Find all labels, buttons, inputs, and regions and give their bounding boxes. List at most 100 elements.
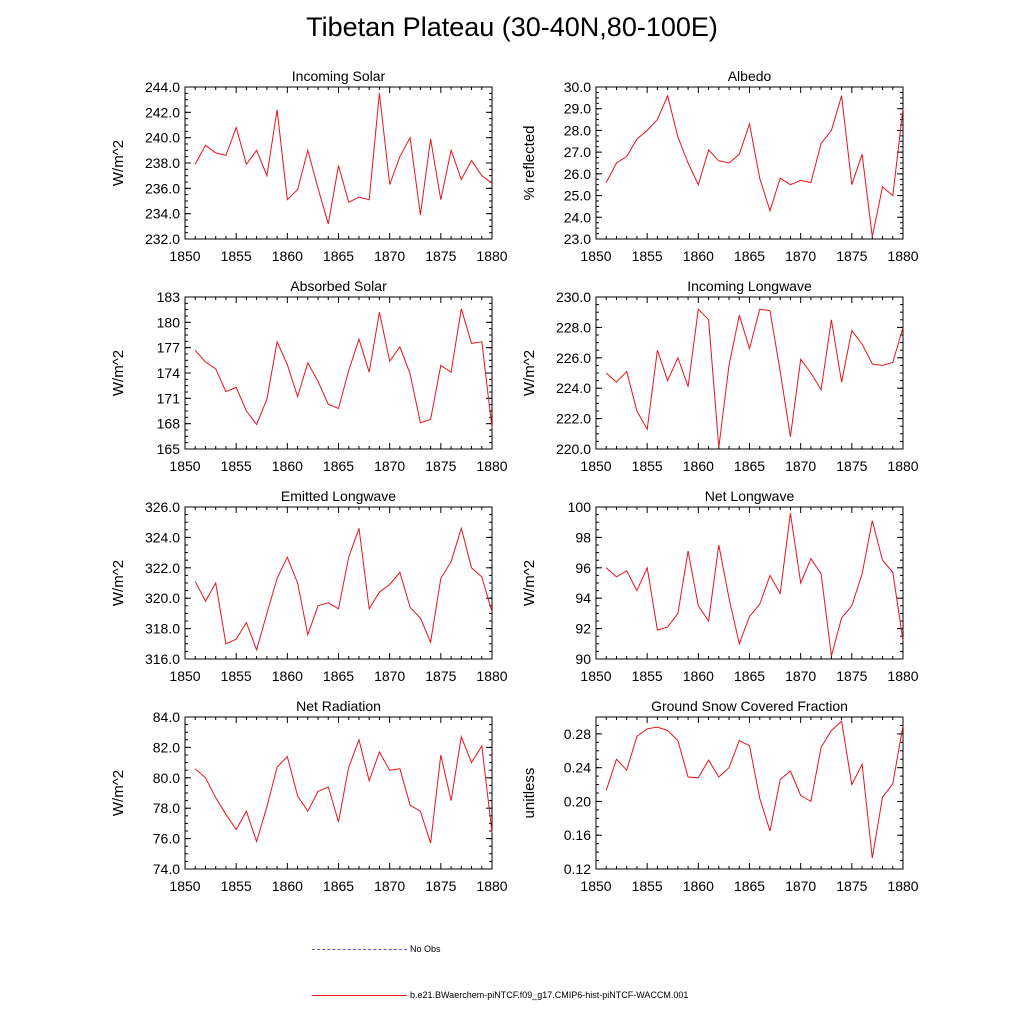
chart-8-ytick-label: 0.24 [564, 760, 591, 776]
chart-6-frame [595, 506, 904, 660]
chart-2-ytick-label: 29.0 [564, 101, 591, 117]
chart-6-title: Net Longwave [705, 488, 795, 504]
chart-7-xtick-label: 1865 [323, 878, 354, 894]
chart-3-ytick-label: 174 [157, 365, 181, 381]
chart-4-xtick-label: 1855 [632, 458, 663, 474]
chart-5-xtick-label: 1880 [476, 668, 507, 684]
chart-3-xtick-label: 1865 [323, 458, 354, 474]
chart-2-ytick-label: 26.0 [564, 166, 591, 182]
chart-7-series-line [194, 734, 493, 844]
chart-2-title: Albedo [728, 68, 772, 84]
chart-5-ytick-label: 316.0 [145, 651, 180, 667]
chart-3-xtick-label: 1850 [169, 458, 200, 474]
chart-2-frame [595, 86, 904, 240]
chart-7-ytick-label: 82.0 [153, 739, 180, 755]
chart-3-xtick-label: 1875 [425, 458, 456, 474]
chart-8-xtick-label: 1850 [580, 878, 611, 894]
chart-1-xtick-label: 1855 [221, 248, 252, 264]
chart-1-title: Incoming Solar [292, 68, 386, 84]
chart-5-ytick-label: 322.0 [145, 560, 180, 576]
chart-6-ylabel: W/m^2 [521, 560, 538, 606]
chart-5-xtick-label: 1855 [221, 668, 252, 684]
chart-2-ylabel: % reflected [521, 125, 538, 200]
chart-7-xtick-label: 1875 [425, 878, 456, 894]
chart-6-ytick-label: 96 [575, 560, 591, 576]
chart-7-xtick-label: 1870 [374, 878, 405, 894]
chart-7-ytick-label: 74.0 [153, 861, 180, 877]
chart-2-xtick-label: 1870 [785, 248, 816, 264]
chart-1-xtick-label: 1860 [272, 248, 303, 264]
chart-3-xtick-label: 1855 [221, 458, 252, 474]
chart-7-ytick-label: 76.0 [153, 831, 180, 847]
chart-3-title: Absorbed Solar [290, 278, 387, 294]
chart-2-xtick-label: 1855 [632, 248, 663, 264]
chart-8-ytick-label: 0.28 [564, 726, 591, 742]
chart-2-ytick-label: 24.0 [564, 209, 591, 225]
chart-3-xtick-label: 1860 [272, 458, 303, 474]
chart-3-frame [184, 296, 493, 450]
chart-7-ytick-label: 84.0 [153, 709, 180, 725]
chart-7-ytick-label: 80.0 [153, 770, 180, 786]
chart-8-xtick-label: 1860 [683, 878, 714, 894]
chart-7-xtick-label: 1850 [169, 878, 200, 894]
chart-8-xtick-label: 1855 [632, 878, 663, 894]
chart-2-ytick-label: 28.0 [564, 122, 591, 138]
chart-5-ylabel: W/m^2 [110, 560, 127, 606]
chart-5-ytick-label: 324.0 [145, 529, 180, 545]
chart-3-ytick-label: 180 [157, 314, 181, 330]
chart-5-xtick-label: 1875 [425, 668, 456, 684]
chart-1-xtick-label: 1865 [323, 248, 354, 264]
chart-2-xtick-label: 1850 [580, 248, 611, 264]
chart-8-title: Ground Snow Covered Fraction [651, 698, 848, 714]
chart-2-series-line [605, 94, 904, 237]
chart-4-xtick-label: 1870 [785, 458, 816, 474]
chart-7-ylabel: W/m^2 [110, 770, 127, 816]
chart-2-ytick-label: 30.0 [564, 79, 591, 95]
page-title: Tibetan Plateau (30-40N,80-100E) [306, 12, 718, 42]
chart-1-ytick-label: 240.0 [145, 130, 180, 146]
chart-1-ytick-label: 242.0 [145, 104, 180, 120]
chart-1-ylabel: W/m^2 [110, 140, 127, 186]
chart-6-xtick-label: 1850 [580, 668, 611, 684]
chart-8-frame [595, 716, 904, 870]
chart-1-ytick-label: 232.0 [145, 231, 180, 247]
chart-3-ytick-label: 165 [157, 441, 181, 457]
chart-1-ytick-label: 238.0 [145, 155, 180, 171]
legend-model-line [312, 995, 407, 996]
chart-4-xtick-label: 1860 [683, 458, 714, 474]
chart-4-ytick-label: 230.0 [556, 289, 591, 305]
chart-2-xtick-label: 1880 [887, 248, 918, 264]
chart-4-xtick-label: 1880 [887, 458, 918, 474]
chart-8-xtick-label: 1880 [887, 878, 918, 894]
chart-6-ytick-label: 98 [575, 529, 591, 545]
chart-3-ylabel: W/m^2 [110, 350, 127, 396]
chart-2-xtick-label: 1875 [836, 248, 867, 264]
legend-obs-label: No Obs [410, 944, 441, 954]
chart-1-xtick-label: 1850 [169, 248, 200, 264]
chart-5-title: Emitted Longwave [281, 488, 396, 504]
chart-3-xtick-label: 1870 [374, 458, 405, 474]
chart-5-xtick-label: 1850 [169, 668, 200, 684]
chart-5-ytick-label: 326.0 [145, 499, 180, 515]
chart-6-xtick-label: 1880 [887, 668, 918, 684]
chart-8-ytick-label: 0.12 [564, 861, 591, 877]
chart-3-series-line [194, 308, 493, 428]
chart-1-ytick-label: 236.0 [145, 180, 180, 196]
chart-5-series-line [194, 526, 493, 652]
chart-4-ylabel: W/m^2 [521, 350, 538, 396]
chart-4-ytick-label: 224.0 [556, 380, 591, 396]
chart-4-ytick-label: 220.0 [556, 441, 591, 457]
chart-5-ytick-label: 320.0 [145, 590, 180, 606]
chart-8-ylabel: unitless [521, 768, 538, 819]
chart-1-frame [184, 86, 493, 240]
legend-model-label: b.e21.BWaerchem-piNTCF.f09_g17.CMIP6-his… [410, 990, 689, 1000]
chart-6-series-line [605, 513, 904, 657]
chart-4-series-line [605, 308, 904, 448]
chart-5-frame [184, 506, 493, 660]
chart-7-frame [184, 716, 493, 870]
chart-4-frame [595, 296, 904, 450]
chart-2-ytick-label: 27.0 [564, 144, 591, 160]
chart-4-ytick-label: 222.0 [556, 411, 591, 427]
chart-4-xtick-label: 1865 [734, 458, 765, 474]
